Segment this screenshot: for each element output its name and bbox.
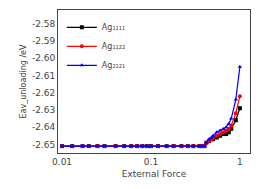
svg-text:Eav_unloading /eV: Eav_unloading /eV bbox=[19, 44, 28, 118]
svg-text:0.1: 0.1 bbox=[144, 157, 158, 167]
svg-text:-2.65: -2.65 bbox=[32, 140, 55, 150]
svg-text:-2.61: -2.61 bbox=[32, 71, 55, 81]
svg-text:-2.59: -2.59 bbox=[32, 36, 56, 46]
svg-text:-2.62: -2.62 bbox=[32, 88, 55, 98]
svg-text:1: 1 bbox=[237, 157, 243, 167]
svg-text:-2.60: -2.60 bbox=[32, 53, 56, 63]
svg-text:-2.63: -2.63 bbox=[32, 105, 55, 115]
svg-text:-2.58: -2.58 bbox=[32, 19, 56, 29]
svg-text:External Force: External Force bbox=[122, 169, 187, 179]
svg-text:-2.64: -2.64 bbox=[32, 122, 56, 132]
svg-text:Ag₂₁₂₁: Ag₂₁₂₁ bbox=[102, 61, 125, 70]
svg-text:0.01: 0.01 bbox=[52, 157, 72, 167]
svg-text:Ag₁₁₂₂: Ag₁₁₂₂ bbox=[102, 42, 125, 51]
svg-text:Ag₁₁₁₁: Ag₁₁₁₁ bbox=[102, 23, 125, 32]
